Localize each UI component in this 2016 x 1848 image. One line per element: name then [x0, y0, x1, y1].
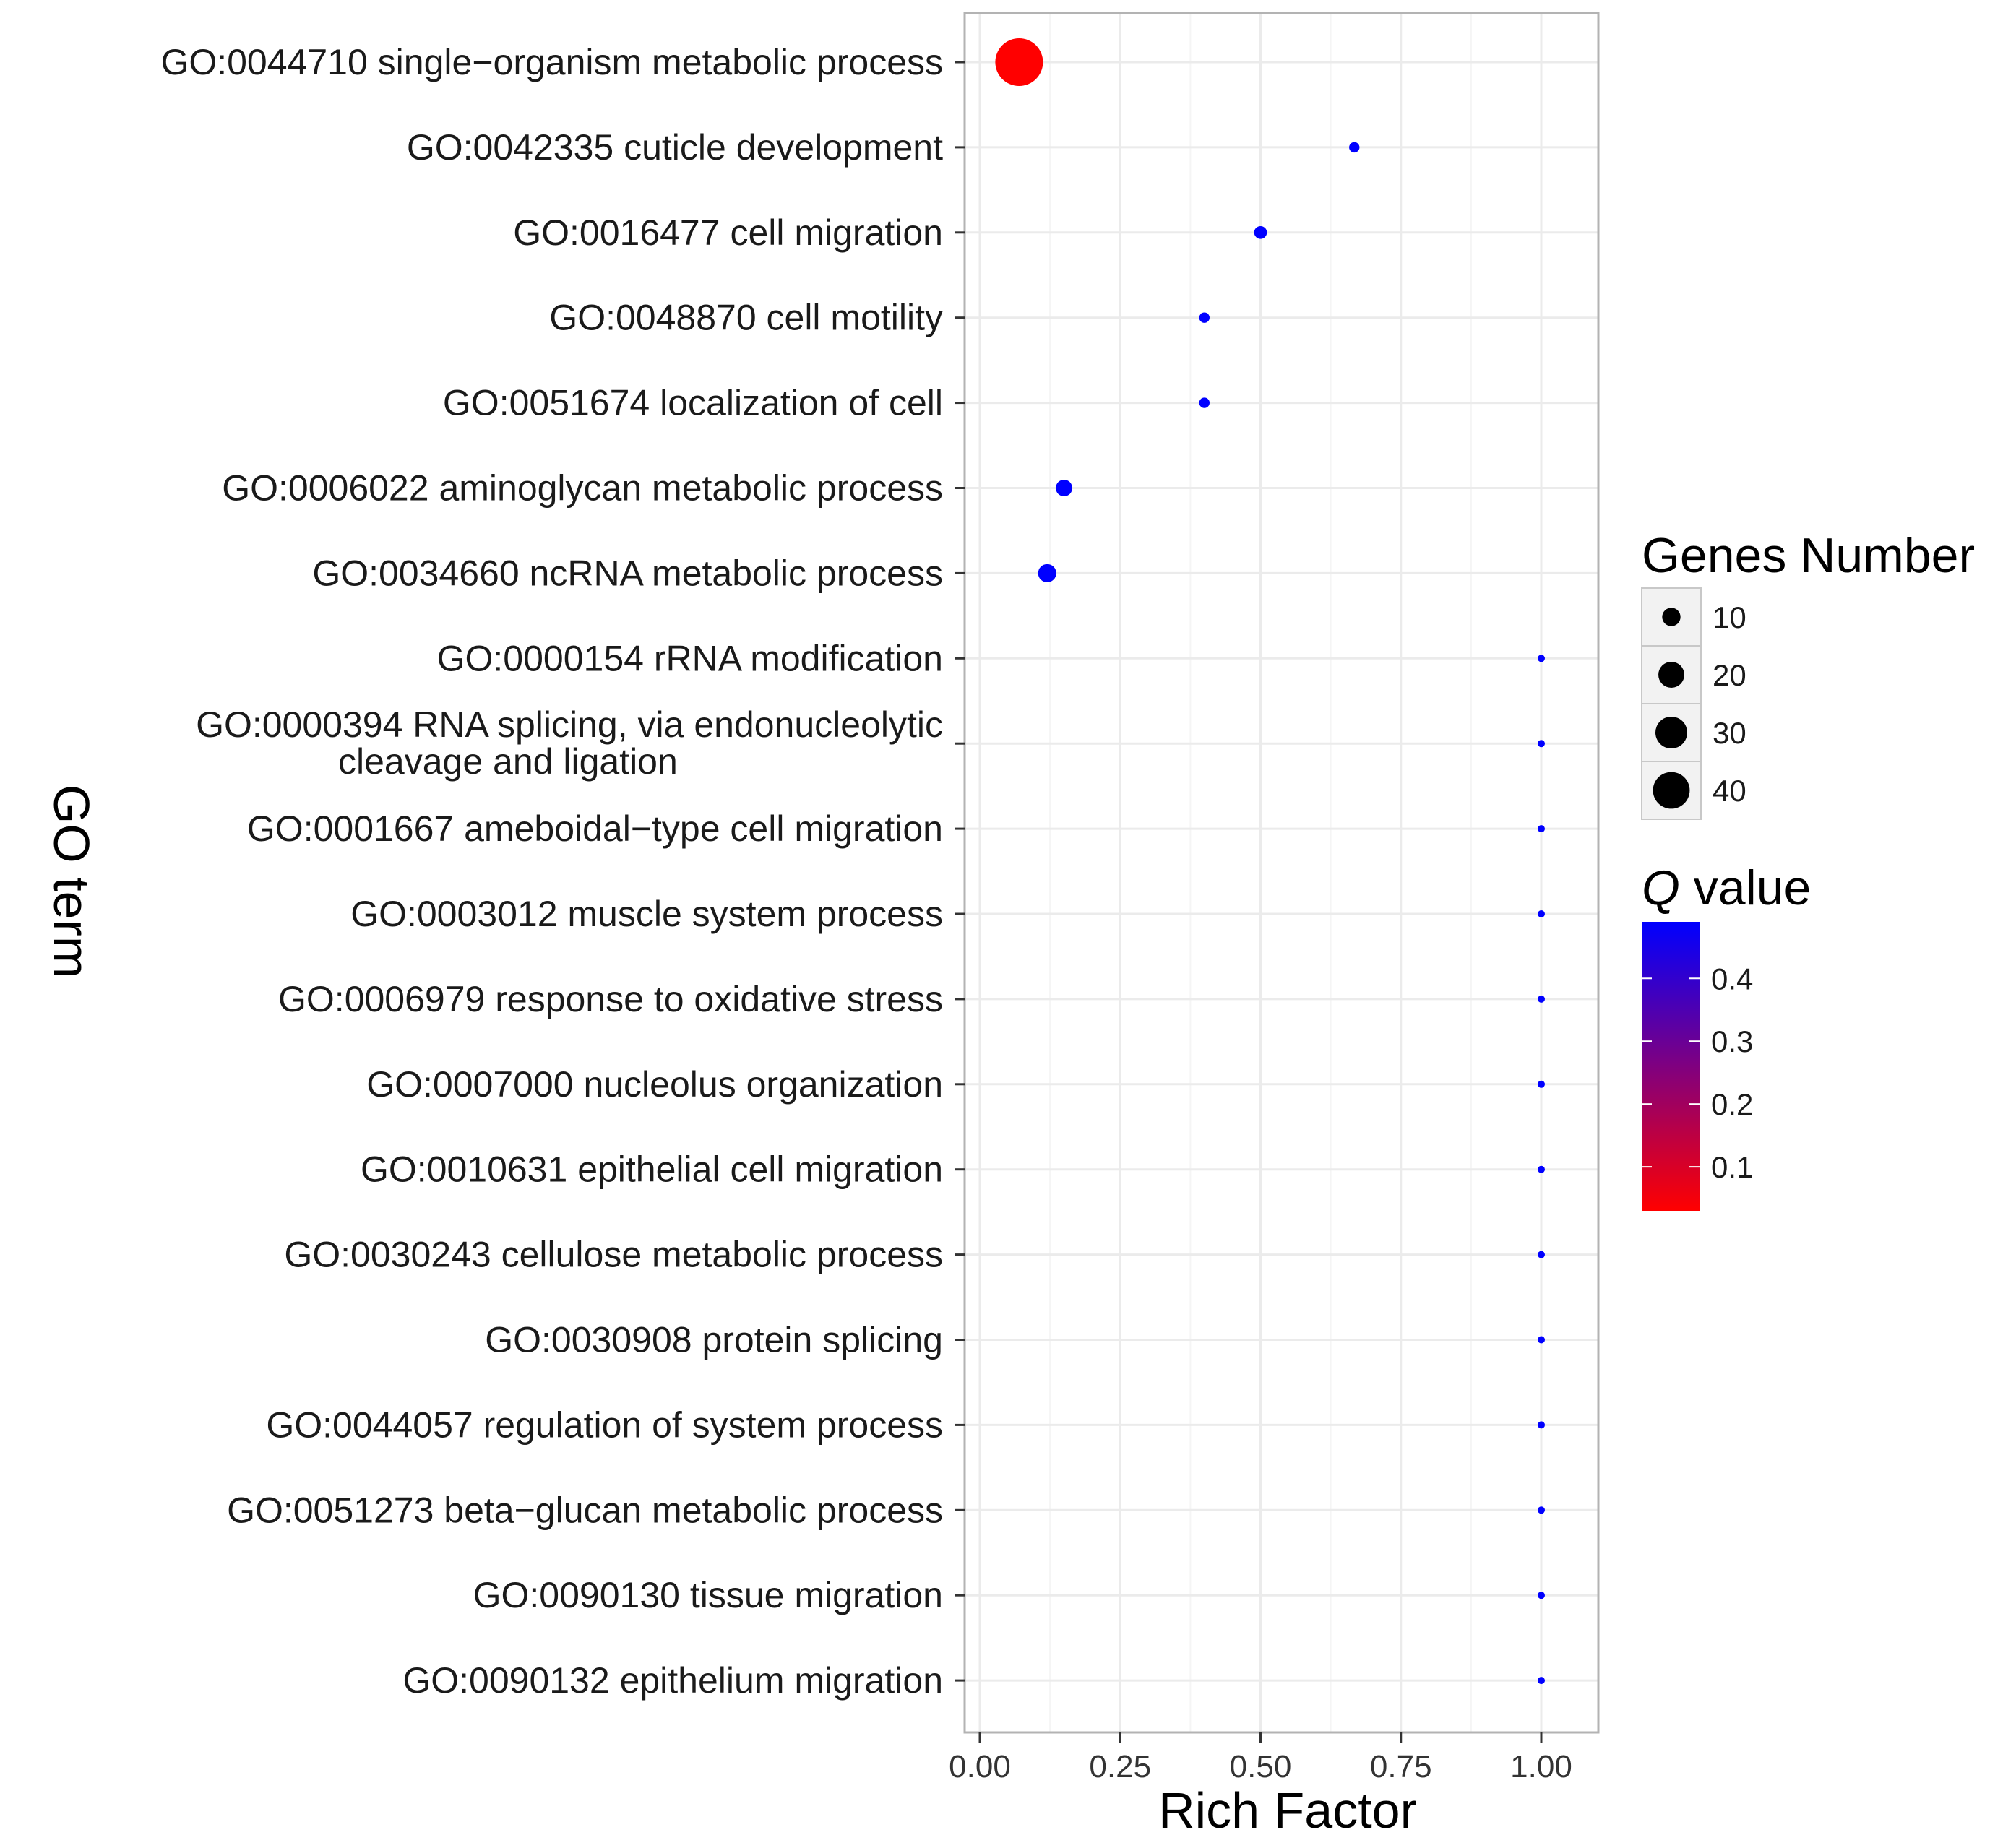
data-point: [1538, 655, 1545, 662]
y-tick-label: GO:0006022 aminoglycan metabolic process: [222, 468, 943, 509]
data-point: [1538, 1336, 1545, 1344]
x-tick-label: 1.00: [1510, 1749, 1572, 1784]
y-tick-label: GO:0048870 cell motility: [549, 298, 943, 338]
y-tick-label: GO:0010631 epithelial cell migration: [361, 1149, 943, 1190]
y-tick-label: GO:0034660 ncRNA metabolic process: [312, 553, 943, 593]
x-axis: 0.00 0.25 0.50 0.75 1.00: [949, 1732, 1572, 1784]
panel-background: [965, 13, 1598, 1732]
y-tick-label: GO:0051674 localization of cell: [443, 383, 943, 423]
data-point: [1538, 1165, 1545, 1173]
size-legend-dot: [1653, 772, 1690, 809]
y-tick-label: GO:0044710 single−organism metabolic pro…: [160, 42, 943, 82]
data-point: [1254, 225, 1267, 239]
y-axis-title: GO term: [43, 785, 100, 978]
x-axis-title: Rich Factor: [1158, 1782, 1417, 1839]
size-legend-dot: [1662, 608, 1681, 626]
size-legend-label: 30: [1713, 716, 1746, 750]
color-legend-label: 0.2: [1711, 1087, 1753, 1121]
y-tick-label: GO:0090132 epithelium migration: [402, 1660, 943, 1701]
size-legend-label: 10: [1713, 600, 1746, 634]
size-legend-dot: [1658, 662, 1684, 688]
y-tick-label: GO:0007000 nucleolus organization: [366, 1064, 943, 1105]
size-legend-title: Genes Number: [1642, 528, 1975, 583]
color-legend-bar: [1642, 922, 1700, 1211]
data-point: [1538, 1592, 1545, 1599]
data-point: [1538, 910, 1545, 917]
data-point: [1199, 397, 1210, 408]
size-legend-label: 40: [1713, 774, 1746, 808]
color-legend-title: Q value: [1642, 860, 1811, 915]
y-tick-label: GO:0090130 tissue migration: [473, 1575, 943, 1615]
data-point: [1199, 312, 1210, 323]
x-tick-label: 0.25: [1089, 1749, 1151, 1784]
color-legend-label: 0.1: [1711, 1150, 1753, 1184]
y-tick-label: GO:0030908 protein splicing: [485, 1320, 943, 1360]
data-point: [995, 38, 1043, 86]
x-tick-label: 0.75: [1370, 1749, 1432, 1784]
y-tick-label: GO:0001667 ameboidal−type cell migration: [247, 808, 943, 849]
data-point: [1538, 825, 1545, 833]
y-tick-label: GO:0030243 cellulose metabolic process: [284, 1235, 943, 1275]
q-value-legend: Q value 0.1 0.2 0.3 0.4: [1642, 860, 1811, 1211]
color-legend-label: 0.3: [1711, 1024, 1753, 1058]
data-point: [1538, 1251, 1545, 1258]
y-tick-label: GO:0000394 RNA splicing, via endonucleol…: [196, 704, 943, 745]
y-tick-label: GO:0051273 beta−glucan metabolic process: [227, 1490, 943, 1530]
y-tick-label: GO:0044057 regulation of system process: [266, 1404, 943, 1445]
x-tick-label: 0.00: [949, 1749, 1011, 1784]
data-point: [1038, 564, 1056, 582]
data-point: [1538, 1421, 1545, 1429]
data-point: [1538, 740, 1545, 748]
size-legend-dot: [1655, 716, 1688, 749]
data-point: [1056, 480, 1073, 496]
color-legend-label: 0.4: [1711, 962, 1753, 996]
panel-border: [963, 12, 1600, 1734]
y-tick-label: GO:0016477 cell migration: [513, 212, 943, 253]
data-point: [1349, 142, 1360, 153]
data-point: [1538, 1677, 1545, 1685]
y-tick-label: GO:0000154 rRNA modification: [437, 638, 943, 678]
x-tick-label: 0.50: [1230, 1749, 1292, 1784]
data-point: [1538, 1080, 1545, 1088]
y-tick-label: GO:0042335 cuticle development: [407, 127, 943, 168]
plot-panel: [963, 12, 1600, 1734]
data-point: [1538, 1506, 1545, 1514]
y-tick-label: GO:0006979 response to oxidative stress: [278, 979, 943, 1019]
data-point: [1538, 995, 1545, 1003]
y-tick-label: GO:0003012 muscle system process: [350, 894, 943, 934]
y-tick-label-continuation: cleavage and ligation: [338, 741, 678, 782]
size-legend-label: 20: [1713, 658, 1746, 692]
y-axis: GO:0044710 single−organism metabolic pro…: [160, 42, 965, 1701]
data-points: [995, 38, 1545, 1685]
genes-number-legend: Genes Number 10 20 30 40: [1641, 528, 1975, 820]
